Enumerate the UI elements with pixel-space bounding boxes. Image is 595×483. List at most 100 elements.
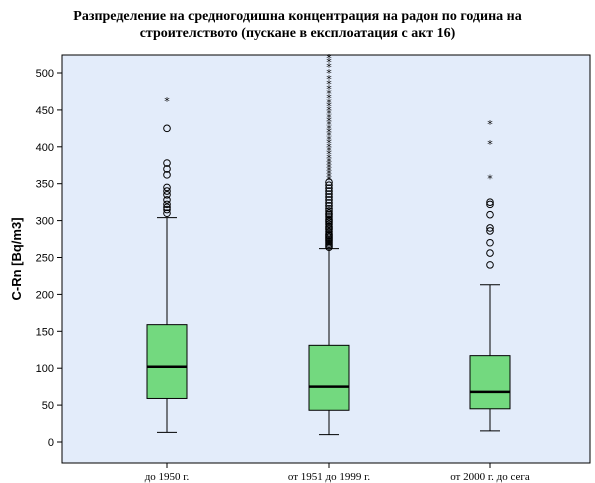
outlier-point [163,159,171,167]
outlier-point [325,181,333,189]
extreme-point: * [326,122,332,135]
outlier-point [163,165,171,173]
extreme-point: * [326,61,332,74]
extreme-point: * [326,100,332,113]
outlier-point [486,261,494,269]
extreme-point: * [326,67,332,80]
extreme-point: * [326,161,332,174]
box-group-0: * [146,95,188,433]
outlier-point [325,178,333,187]
extreme-point: * [326,173,332,186]
outlier-point [163,190,171,199]
y-tick-label-100: 100 [36,363,54,375]
extreme-point: * [326,141,332,154]
extreme-point: * [164,95,170,108]
extreme-point: * [326,104,332,117]
chart-title-line-2: строителството (пускане в експлоатация с… [139,26,456,41]
outlier-point [163,200,171,209]
outlier-point [325,196,333,204]
outlier-point [163,205,171,214]
extreme-point: * [326,83,332,96]
x-tick-label-2: от 2000 г. до сега [450,471,530,483]
extreme-point: * [326,126,332,139]
extreme-point: * [326,108,332,121]
extreme-point: * [326,119,332,132]
box-group-1: ******************************** [308,52,350,436]
outlier-point [486,249,494,257]
extreme-point: * [487,118,493,131]
outlier-point [163,209,171,218]
y-tick-label-450: 450 [36,105,54,117]
box [308,344,350,411]
y-tick-label-250: 250 [36,253,54,265]
extreme-point: * [326,92,332,105]
y-tick-label-500: 500 [36,68,54,80]
outlier-point [163,124,171,133]
outlier-point [486,227,494,235]
outlier-point [325,202,333,210]
y-tick-label-0: 0 [48,437,54,449]
y-tick-label-400: 400 [36,142,54,154]
extreme-point: * [326,164,332,177]
box [469,355,511,410]
extreme-point: * [326,152,332,165]
outlier-point [325,222,333,231]
chart-title: Разпределение на средногодишна концентра… [0,8,595,42]
extreme-point: * [326,111,332,124]
outlier-point [163,183,171,192]
extreme-point: * [326,115,332,128]
outlier-point [325,227,333,236]
extreme-point: * [487,173,493,186]
extreme-point: * [326,170,332,183]
outlier-point [325,220,333,229]
outlier-point [325,199,333,207]
extreme-point: * [326,159,332,172]
outlier-point [486,238,494,247]
box-group-2: * * * [469,118,511,432]
y-tick-label-350: 350 [36,179,54,191]
y-tick-label-200: 200 [36,289,54,301]
outlier-point [486,224,494,232]
extreme-point: * [326,144,332,157]
outlier-point [325,213,333,221]
y-tick-label-50: 50 [42,400,54,412]
chart-title-line-1: Разпределение на средногодишна концентра… [73,9,522,24]
box [146,324,188,399]
y-axis-title: C-Rn [Bq/m3] [9,217,24,300]
outlier-point [325,230,333,238]
extreme-point: * [326,130,332,143]
extreme-point: * [326,156,332,169]
y-axis: 0 50 100 150 200 250 300 350 400 450 500 [36,68,62,449]
outlier-point [163,187,171,195]
extreme-point: * [326,167,332,180]
outlier-point [325,193,333,201]
extreme-point: * [326,56,332,69]
boxes: ************************************ [146,52,511,436]
x-tick-label-0: до 1950 г. [145,471,190,483]
extreme-point: * [326,137,332,150]
outlier-point [486,210,494,219]
outlier-point [486,200,494,209]
outlier-point [163,171,171,179]
outlier-point [325,204,333,213]
x-tick-label-1: от 1951 до 1999 г. [288,471,371,483]
extreme-point: * [326,78,332,91]
extreme-point: * [326,148,332,161]
extreme-point: * [487,138,493,151]
outlier-point [163,203,171,212]
x-axis: до 1950 г. от 1951 до 1999 г. от 2000 г. д… [145,463,530,483]
outlier-point [325,187,333,195]
outlier-point [325,209,333,218]
outlier-point [325,207,333,215]
outlier-point [325,215,333,223]
extreme-point: * [326,133,332,146]
y-tick-label-300: 300 [36,216,54,228]
outlier-point [486,198,494,206]
outlier-point [163,196,171,204]
extreme-point: * [326,97,332,110]
extreme-point: * [326,52,332,65]
extreme-point: * [326,88,332,101]
y-tick-label-150: 150 [36,326,54,338]
outlier-point [325,190,333,198]
